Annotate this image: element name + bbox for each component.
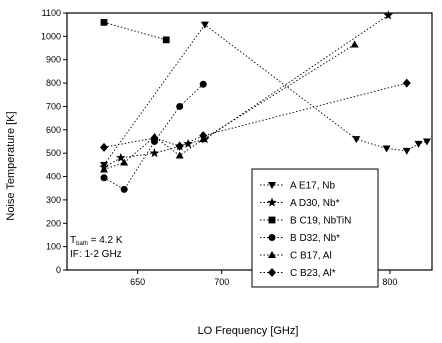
data-point <box>414 140 423 148</box>
data-point <box>350 40 359 48</box>
x-tick-label: 700 <box>214 277 229 287</box>
data-point <box>200 21 209 29</box>
series-line <box>103 82 407 148</box>
y-tick-label: 700 <box>46 101 61 111</box>
legend-marker <box>268 216 276 224</box>
y-tick-label: 300 <box>46 195 61 205</box>
y-tick-label: 400 <box>46 172 61 182</box>
legend-entry: C B17, Al <box>290 251 332 262</box>
series-4 <box>100 40 359 173</box>
data-point <box>120 185 128 193</box>
y-tick-label: 200 <box>46 218 61 228</box>
data-point <box>162 36 170 44</box>
if-band-label: IF: 1-2 GHz <box>70 249 122 260</box>
data-point <box>100 142 109 152</box>
data-point <box>352 136 361 144</box>
data-point <box>175 141 184 151</box>
y-axis-label: Noise Temperature [K] <box>5 111 17 220</box>
y-tick-label: 800 <box>46 78 61 88</box>
data-point <box>183 138 193 148</box>
y-tick-label: 1000 <box>41 31 61 41</box>
series-line <box>103 83 204 191</box>
conditions-annotation: Tbath = 4.2 K IF: 1-2 GHz <box>70 235 123 260</box>
legend-entry: A D30, Nb* <box>290 198 340 209</box>
data-point <box>422 138 431 146</box>
legend-entry: C B23, Al* <box>290 268 336 279</box>
legend-marker <box>268 182 276 189</box>
legend-marker <box>268 234 276 241</box>
data-point <box>199 80 207 88</box>
legend-marker <box>268 251 276 258</box>
series-line <box>103 21 167 41</box>
legend-marker <box>267 197 277 207</box>
plot-border <box>66 12 433 271</box>
series-0 <box>100 21 431 169</box>
data-point <box>150 133 159 143</box>
series-5 <box>100 78 411 152</box>
legend-entry: B C19, NbTiN <box>290 216 351 227</box>
legend-entry: B D32, Nb* <box>290 233 340 244</box>
x-axis-label: LO Frequency [GHz] <box>198 325 299 337</box>
data-point <box>176 102 184 110</box>
data-point <box>116 152 126 162</box>
legend-entry: A E17, Nb <box>290 181 335 192</box>
data-point <box>382 145 391 153</box>
data-point <box>100 165 109 173</box>
legend: A E17, Nb A D30, Nb* B C19, NbTiN B D32, Nb… <box>251 168 379 288</box>
series-line <box>103 14 389 168</box>
y-axis: 0 100 200 300 400 500 600 700 800 900 1000 1100 <box>41 8 67 275</box>
data-point <box>120 158 129 166</box>
bath-temperature-label: Tbath = 4.2 K <box>70 235 123 247</box>
data-point <box>175 151 184 159</box>
y-tick-label: 100 <box>46 242 61 252</box>
data-point <box>402 78 411 88</box>
x-tick-label: 650 <box>130 277 145 287</box>
series-layer <box>99 10 431 193</box>
data-point <box>149 148 160 158</box>
x-tick-label: 800 <box>382 277 397 287</box>
data-point <box>100 18 108 26</box>
plot-frame <box>66 12 433 271</box>
y-tick-label: 500 <box>46 148 61 158</box>
legend-box <box>251 168 379 288</box>
series-1 <box>99 10 394 172</box>
series-line <box>103 44 355 170</box>
data-point <box>100 174 108 182</box>
data-point <box>402 147 411 155</box>
series-2 <box>100 18 170 44</box>
y-tick-label: 1100 <box>42 8 61 18</box>
y-tick-label: 600 <box>46 125 61 135</box>
data-point <box>383 10 394 20</box>
legend-marker <box>268 268 276 277</box>
data-point <box>199 131 208 141</box>
y-tick-label: 0 <box>56 265 61 275</box>
y-tick-label: 900 <box>46 55 61 65</box>
